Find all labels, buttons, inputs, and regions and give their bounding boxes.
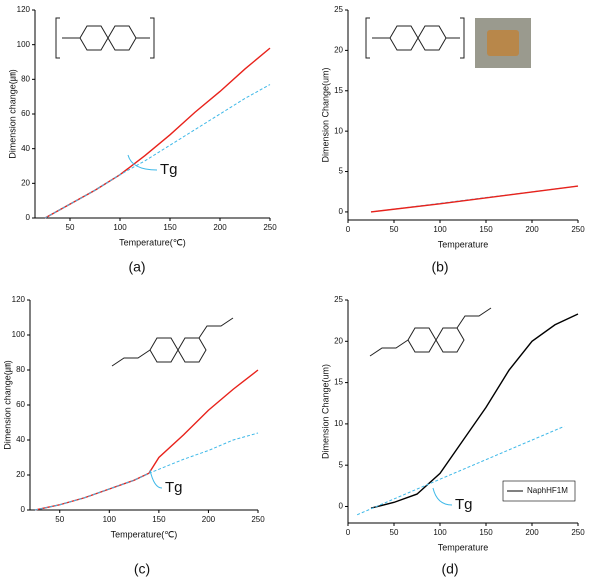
y-tick-label: 0 [26,213,31,222]
x-tick-label: 200 [213,223,227,232]
series-line [357,425,565,516]
x-tick-label: 250 [263,223,277,232]
y-tick-label: 40 [16,435,25,444]
series-line [44,84,271,219]
y-tick-label: 60 [21,109,30,118]
x-tick-label: 200 [202,515,216,524]
y-tick-label: 5 [339,167,344,176]
y-tick-label: 15 [334,378,343,387]
x-tick-label: 50 [66,223,75,232]
series-line [34,369,259,511]
y-tick-label: 0 [21,505,26,514]
x-axis-label: Temperature [438,239,489,249]
annotation: Tg [160,161,178,178]
x-tick-label: 50 [390,225,399,234]
y-tick-label: 40 [21,144,30,153]
x-tick-label: 0 [346,528,351,537]
structure-b [365,17,465,59]
x-tick-label: 250 [251,515,265,524]
x-tick-label: 50 [390,528,399,537]
y-tick-label: 20 [21,178,30,187]
y-tick-label: 20 [334,336,343,345]
series-line [370,313,579,509]
series-line [370,185,579,213]
y-axis-label: Dimension Change(um) [320,67,330,162]
y-tick-label: 20 [334,45,343,54]
annotation-arrow [127,154,158,171]
panel-label: (b) [431,259,448,275]
x-tick-label: 200 [525,225,539,234]
x-tick-label: 100 [433,528,447,537]
x-tick-label: 100 [113,223,127,232]
y-tick-label: 60 [16,400,25,409]
y-axis-label: Dimension change(㎛) [2,360,13,450]
x-tick-label: 0 [346,225,351,234]
y-tick-label: 25 [334,5,343,14]
y-tick-label: 0 [339,207,344,216]
x-tick-label: 200 [525,528,539,537]
annotation-arrow [432,487,453,506]
y-tick-label: 10 [334,126,343,135]
y-tick-label: 80 [21,74,30,83]
y-tick-label: 15 [334,86,343,95]
legend-box [502,480,576,502]
y-axis-label: Dimension Change(um) [320,364,330,459]
legend-label: NaphHF1M [527,486,568,495]
sample [487,30,519,56]
structure-d [369,307,492,357]
y-tick-label: 80 [16,365,25,374]
y-tick-label: 5 [339,460,344,469]
x-tick-label: 100 [433,225,447,234]
structure-c [111,317,234,367]
y-tick-label: 10 [334,419,343,428]
structure-a [55,17,155,59]
annotation-arrow [149,469,163,489]
y-tick-label: 100 [17,40,31,49]
annotation: Tg [455,496,473,513]
x-axis-label: Temperature(℃) [111,529,178,539]
panel-label: (a) [128,259,145,275]
x-tick-label: 250 [571,528,585,537]
annotation: Tg [165,479,183,496]
series-line [44,47,271,219]
x-tick-label: 150 [479,225,493,234]
y-tick-label: 0 [339,502,344,511]
y-tick-label: 120 [17,5,31,14]
x-tick-label: 150 [152,515,166,524]
y-axis-label: Dimension change(㎛) [7,69,18,159]
x-tick-label: 250 [571,225,585,234]
panel-label: (d) [441,561,458,577]
series-line [34,432,259,511]
x-tick-label: 150 [163,223,177,232]
x-tick-label: 150 [479,528,493,537]
y-tick-label: 120 [12,295,26,304]
y-tick-label: 25 [334,295,343,304]
x-tick-label: 50 [55,515,64,524]
y-tick-label: 100 [12,330,26,339]
panel-label: (c) [134,561,150,577]
x-tick-label: 100 [103,515,117,524]
x-axis-label: Temperature [438,542,489,552]
y-tick-label: 20 [16,470,25,479]
x-axis-label: Temperature(℃) [119,237,186,247]
